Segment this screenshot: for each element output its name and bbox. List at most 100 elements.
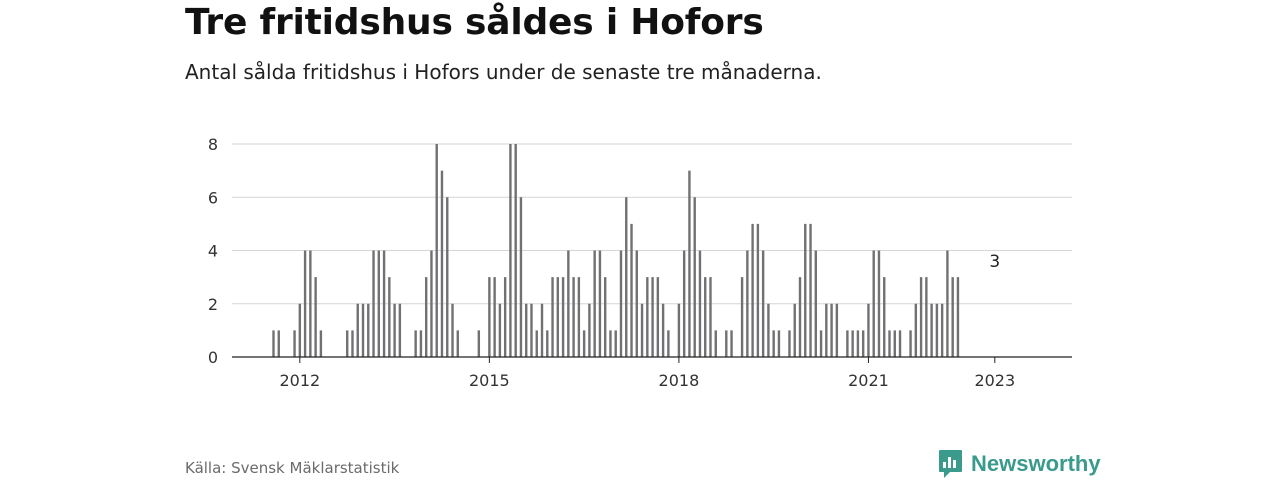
bar — [867, 303, 870, 357]
x-tick-label: 2021 — [848, 371, 889, 390]
source-note: Källa: Svensk Mäklarstatistik — [185, 459, 400, 477]
bar — [514, 144, 517, 357]
bar — [846, 330, 849, 358]
bar — [746, 250, 749, 357]
bar — [714, 330, 717, 358]
x-tick-label: 2015 — [469, 371, 510, 390]
bar — [951, 277, 954, 358]
bar — [767, 303, 770, 357]
bar — [682, 250, 686, 357]
x-tick-label: 2012 — [279, 371, 320, 390]
bar — [788, 330, 791, 358]
bar — [819, 330, 823, 358]
chart-subtitle: Antal sålda fritidshus i Hofors under de… — [185, 60, 822, 84]
bar — [603, 277, 607, 358]
y-tick-label: 2 — [208, 295, 218, 314]
bar — [830, 303, 833, 357]
bar — [688, 170, 691, 358]
newsworthy-logo[interactable]: Newsworthy — [938, 449, 1101, 479]
bar — [730, 330, 733, 358]
bar — [303, 250, 307, 357]
bar — [519, 197, 523, 357]
bar — [861, 330, 865, 358]
bar — [367, 303, 370, 357]
y-tick-label: 8 — [208, 135, 218, 154]
bar — [851, 330, 854, 358]
bar — [377, 250, 380, 357]
bar — [740, 277, 744, 358]
bar — [814, 250, 817, 357]
bar — [772, 330, 775, 358]
bar — [503, 277, 507, 358]
bar — [272, 330, 275, 358]
bar — [956, 277, 960, 358]
bar — [393, 303, 396, 357]
bar — [925, 277, 928, 358]
bar — [935, 303, 939, 357]
bar — [430, 250, 433, 357]
bar — [756, 223, 760, 358]
bar — [825, 303, 828, 357]
bar — [440, 170, 444, 358]
bar — [567, 250, 570, 357]
bar — [872, 250, 875, 357]
bar — [777, 330, 781, 358]
bar — [919, 277, 923, 358]
bar — [614, 330, 617, 358]
bar — [725, 330, 728, 358]
bar — [456, 330, 459, 358]
latest-value-label: 3 — [989, 252, 1000, 272]
bar — [382, 250, 386, 357]
bar — [530, 303, 533, 357]
bar — [898, 330, 902, 358]
bar — [940, 303, 944, 357]
bar — [761, 250, 765, 357]
bar — [319, 330, 323, 358]
bar — [804, 223, 807, 358]
bar — [493, 277, 496, 358]
bar — [414, 330, 417, 358]
bar — [646, 277, 649, 358]
bar — [809, 223, 812, 358]
bar — [314, 277, 317, 358]
bar — [561, 277, 565, 358]
bar — [588, 303, 591, 357]
bar — [693, 197, 696, 357]
bar — [525, 303, 528, 357]
bar — [661, 303, 665, 357]
y-tick-label: 0 — [208, 348, 218, 367]
bar — [346, 330, 349, 358]
bar — [793, 303, 796, 357]
bar — [577, 277, 581, 358]
bar — [619, 250, 623, 357]
y-tick-label: 6 — [208, 188, 218, 207]
newsworthy-brand-name: Newsworthy — [971, 451, 1101, 476]
bar — [856, 330, 860, 358]
bar — [751, 223, 754, 358]
bar — [677, 303, 681, 357]
bar — [293, 330, 296, 358]
x-tick-label: 2023 — [974, 371, 1015, 390]
bar — [909, 330, 912, 358]
bar — [656, 277, 660, 358]
bar — [640, 303, 644, 357]
bar — [635, 250, 638, 357]
bar — [372, 250, 375, 357]
bar — [946, 250, 949, 357]
bar — [893, 330, 896, 358]
bar — [883, 277, 886, 358]
bar — [667, 330, 670, 358]
bar — [556, 277, 560, 358]
newsworthy-logo-icon — [939, 450, 962, 478]
bar — [477, 330, 481, 358]
bar — [361, 303, 365, 357]
bar — [435, 144, 438, 357]
bar — [930, 303, 933, 357]
bar — [509, 144, 512, 357]
bar — [309, 250, 312, 357]
bar — [546, 330, 549, 358]
bar — [451, 303, 454, 357]
bar — [388, 277, 391, 358]
bar — [535, 330, 538, 358]
bar — [582, 330, 586, 358]
